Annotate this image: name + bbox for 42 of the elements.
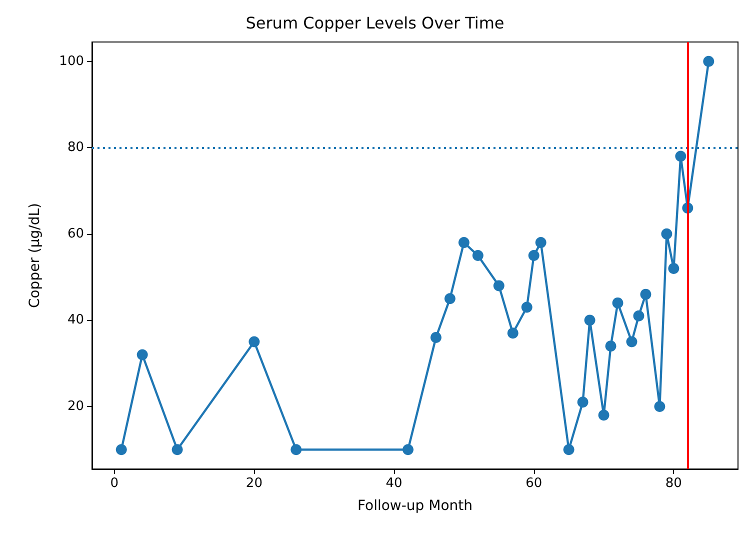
chart-title: Serum Copper Levels Over Time xyxy=(246,14,504,32)
point xyxy=(507,328,518,339)
point xyxy=(563,444,574,456)
point xyxy=(444,293,456,304)
x-tick-label: 60 xyxy=(526,476,542,491)
y-axis-title: Copper (µg/dL) xyxy=(27,202,43,308)
point xyxy=(703,56,714,67)
point xyxy=(640,288,652,300)
point xyxy=(668,262,680,274)
point xyxy=(584,314,596,326)
y-tick-label: 80 xyxy=(67,140,84,156)
x-tick-label: 40 xyxy=(386,476,402,491)
point xyxy=(675,150,686,162)
point xyxy=(493,280,504,292)
x-axis-title: Follow-up Month xyxy=(357,498,473,514)
point xyxy=(458,237,470,248)
point xyxy=(136,349,148,360)
point xyxy=(248,336,260,348)
x-tick-label: 20 xyxy=(246,476,262,491)
point xyxy=(535,237,546,248)
point xyxy=(605,340,616,352)
point xyxy=(577,396,588,408)
x-tick-label: 80 xyxy=(665,476,682,491)
y-tick-label: 100 xyxy=(59,54,84,69)
point xyxy=(290,444,302,456)
point xyxy=(402,444,414,456)
point xyxy=(633,310,644,322)
x-tick-label: 0 xyxy=(110,476,119,491)
point xyxy=(528,250,540,261)
point xyxy=(172,444,183,456)
point xyxy=(612,297,624,308)
point xyxy=(116,444,127,456)
point xyxy=(661,228,672,240)
point xyxy=(598,410,610,421)
point xyxy=(472,250,484,261)
point xyxy=(521,302,532,313)
y-tick-label: 20 xyxy=(67,398,84,414)
point xyxy=(654,400,666,412)
point xyxy=(430,332,442,343)
y-tick-label: 40 xyxy=(67,312,84,328)
y-tick-label: 60 xyxy=(67,226,84,242)
point xyxy=(626,336,638,348)
